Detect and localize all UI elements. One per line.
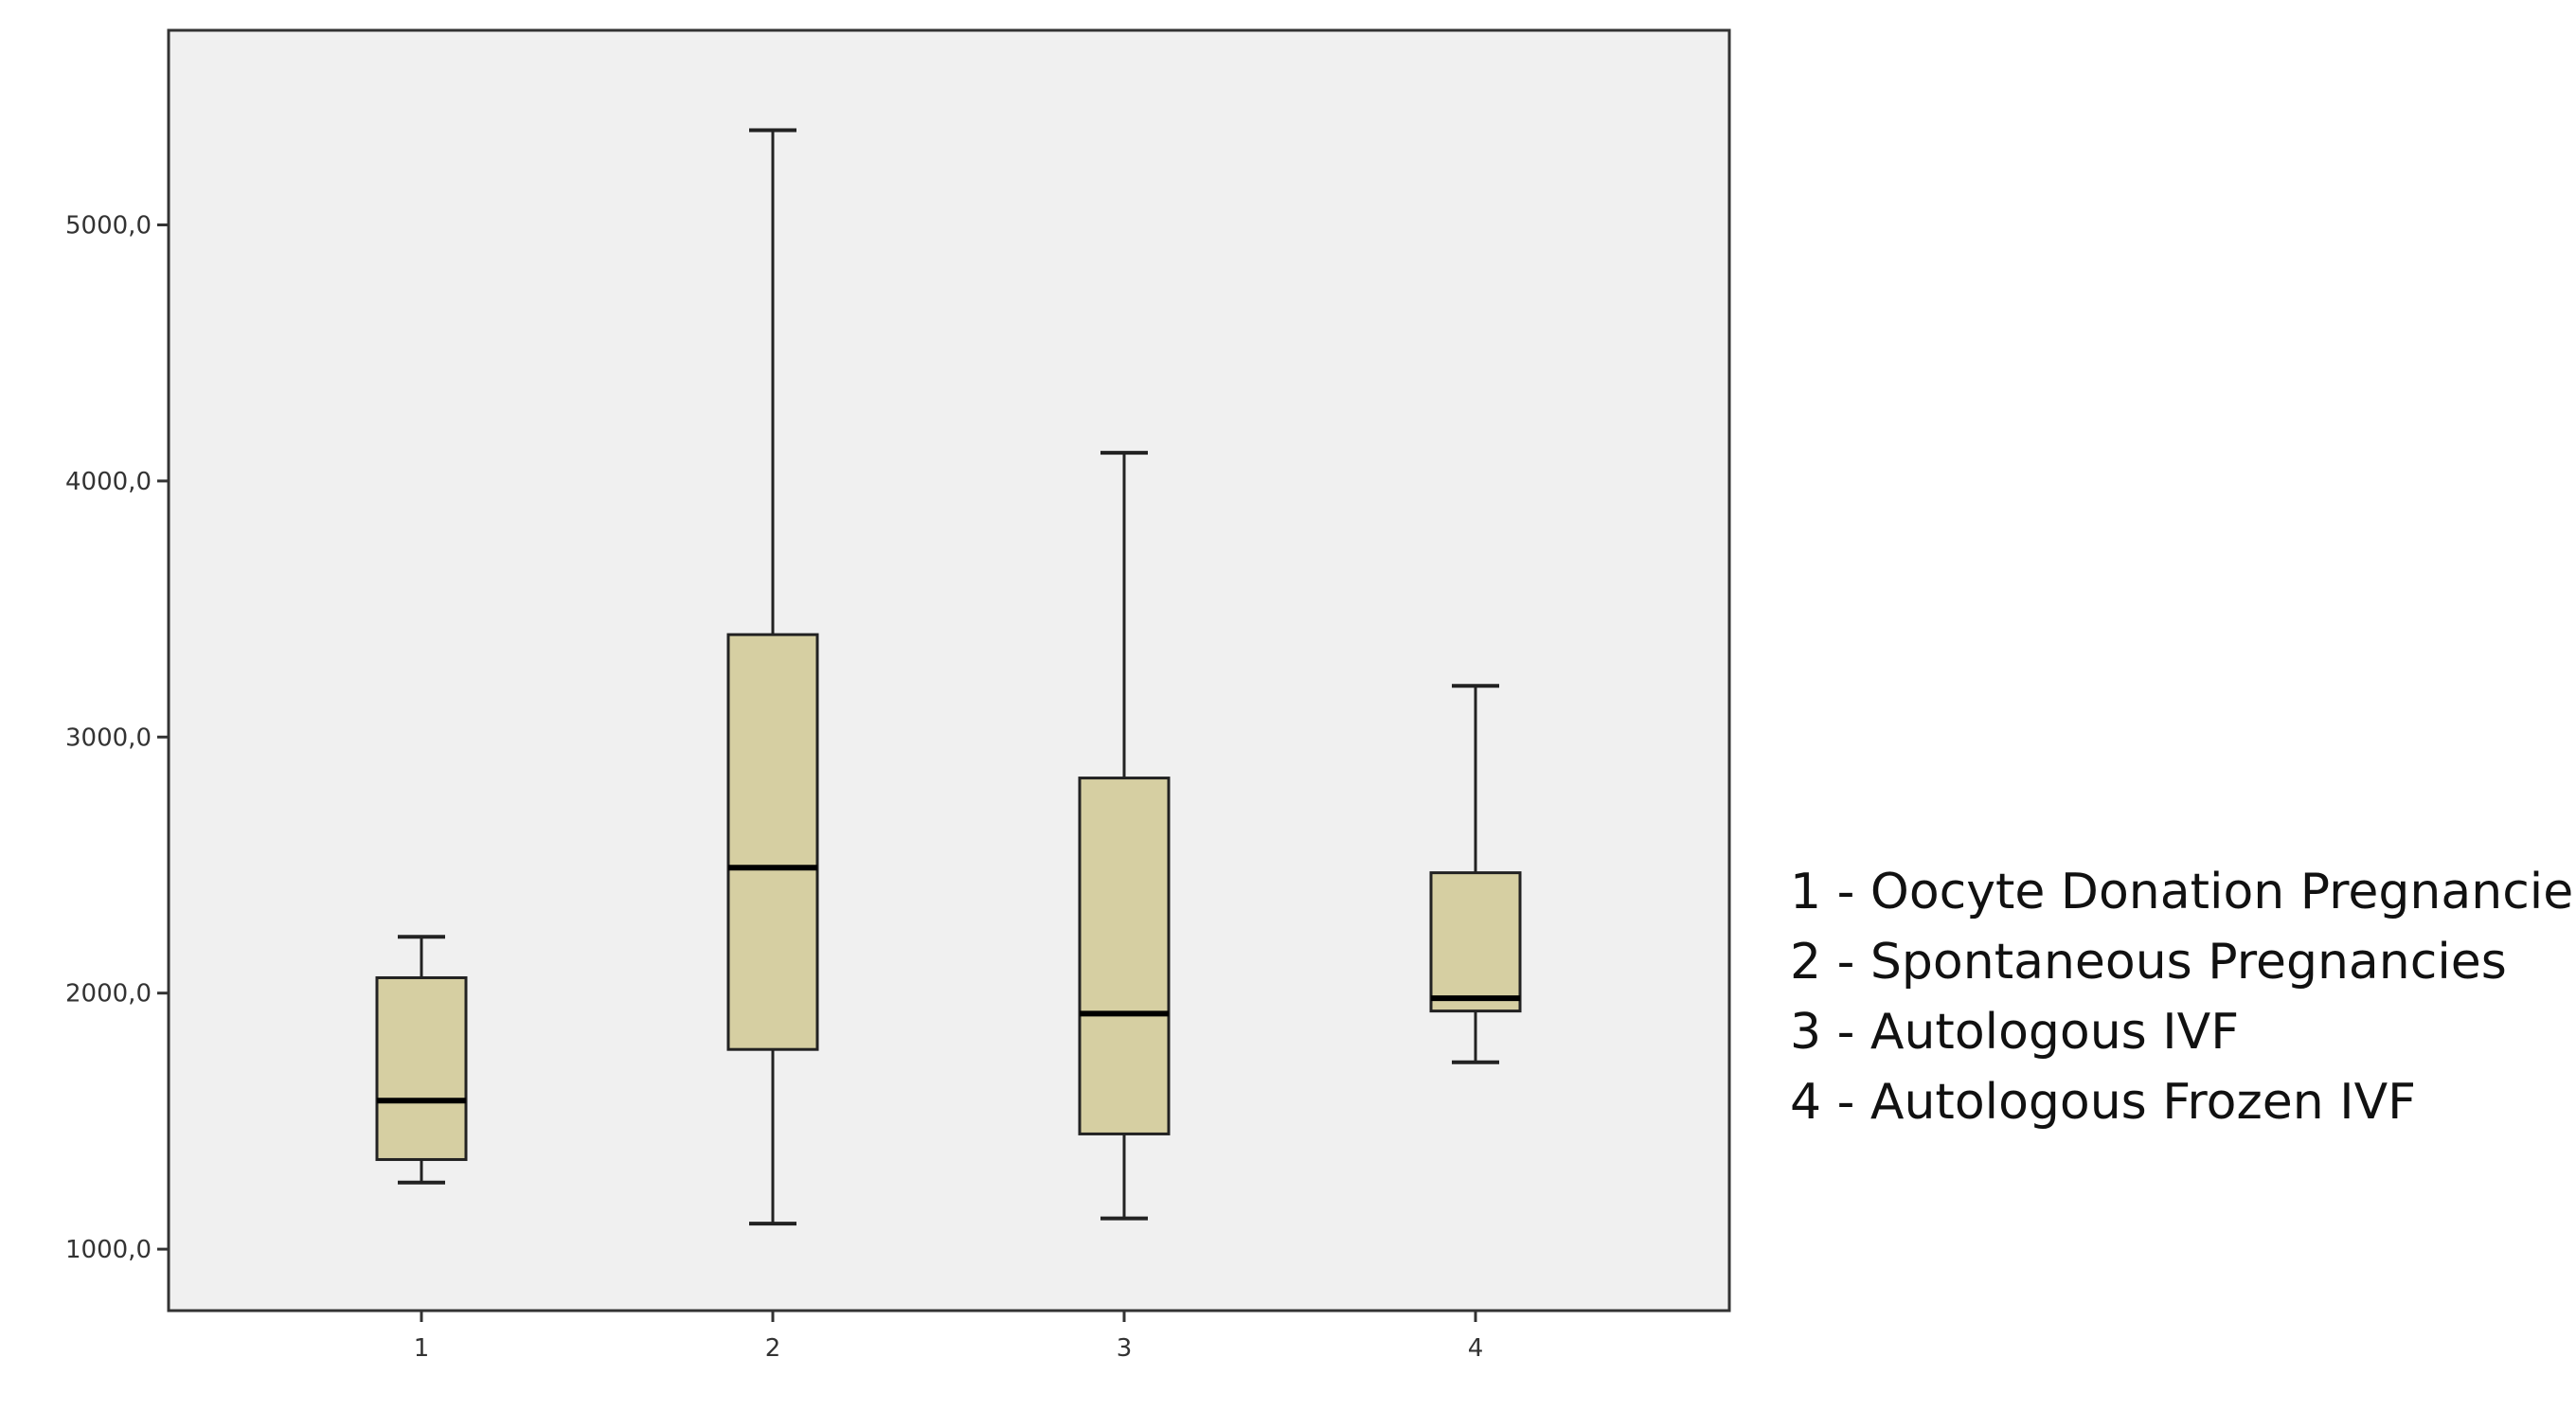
box-4: [1429, 684, 1522, 1064]
iqr-box: [1078, 777, 1171, 1135]
legend-item-1: 1 - Oocyte Donation Pregnancies: [1790, 864, 2576, 920]
y-tick-label: 5000,0: [65, 212, 152, 241]
box-2: [726, 128, 819, 1226]
y-tick-label: 4000,0: [65, 468, 152, 496]
y-tick-label: 2000,0: [65, 980, 152, 1009]
legend-item-3: 3 - Autologous IVF: [1790, 1004, 2240, 1061]
legend: 1 - Oocyte Donation Pregnancies 2 - Spon…: [1790, 857, 2576, 1137]
box-3: [1078, 451, 1171, 1221]
iqr-box: [375, 975, 468, 1161]
x-tick-label: 4: [1468, 1334, 1484, 1363]
x-axis: 1 2 3 4: [414, 1311, 1484, 1363]
boxes: [375, 128, 1522, 1226]
x-tick-label: 1: [414, 1334, 430, 1363]
y-tick-label: 3000,0: [65, 723, 152, 752]
y-axis: 1000,0 2000,0 3000,0 4000,0 5000,0: [65, 212, 169, 1264]
y-tick-label: 1000,0: [65, 1236, 152, 1264]
iqr-box: [1429, 871, 1522, 1013]
box-1: [375, 935, 468, 1185]
iqr-box: [726, 633, 819, 1051]
legend-item-2: 2 - Spontaneous Pregnancies: [1790, 934, 2507, 991]
x-tick-label: 2: [765, 1334, 781, 1363]
x-tick-label: 3: [1117, 1334, 1133, 1363]
legend-item-4: 4 - Autologous Frozen IVF: [1790, 1074, 2417, 1131]
